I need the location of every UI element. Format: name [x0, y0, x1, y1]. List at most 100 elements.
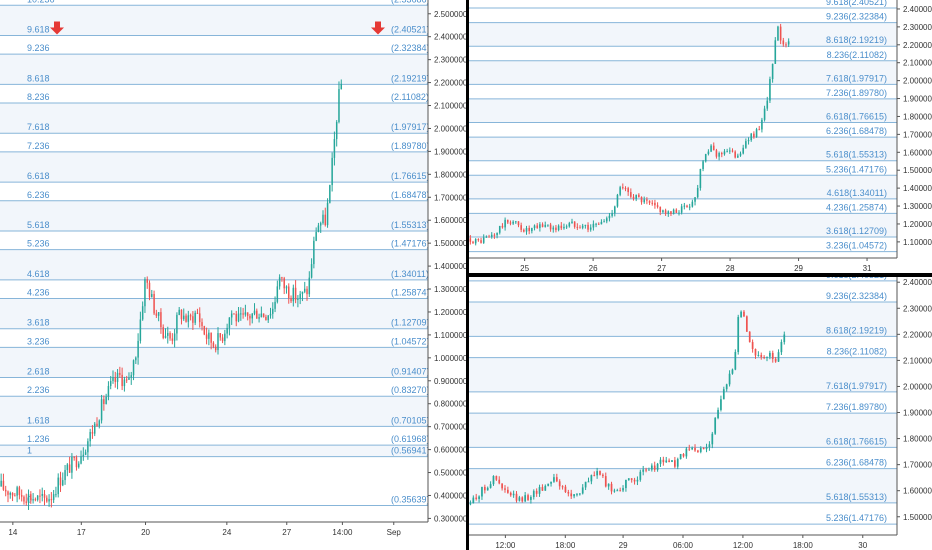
candle-body — [80, 456, 82, 464]
candle-body — [754, 348, 757, 356]
candle-body — [50, 499, 53, 501]
y-tick-label: 1.100000 — [434, 331, 466, 340]
x-tick-label: 18:00 — [555, 541, 576, 550]
candle-body — [171, 338, 174, 341]
candle-body — [125, 379, 128, 381]
candle-body — [578, 493, 581, 495]
candle-body — [753, 133, 755, 138]
candle-body — [162, 327, 164, 338]
candle-body — [256, 310, 258, 319]
bottom-right-chart: 5.236(1.47176) 5.618(1.55313) 6.236(1.6847… — [469, 277, 932, 550]
candle-body — [509, 492, 512, 496]
x-tick-label: 31 — [863, 264, 872, 273]
fib-ratio-label: 8.236 — [27, 92, 50, 102]
fib-level-label: 9.236(2.32384) — [826, 291, 887, 301]
candle-body — [7, 491, 9, 495]
fib-level-label: 8.236(2.11082) — [827, 347, 887, 357]
candle-body — [715, 150, 718, 157]
y-tick-label: 1.500000 — [434, 239, 466, 248]
candle-body — [509, 222, 512, 224]
candle-body — [73, 456, 75, 458]
candle-body — [18, 487, 21, 496]
candle-body — [769, 79, 771, 101]
candle-body — [558, 481, 561, 487]
candle-body — [699, 169, 702, 188]
fib-value-label: (1.68478) — [391, 190, 430, 200]
candle-body — [141, 306, 144, 320]
candle-body — [480, 240, 482, 243]
candle-body — [249, 315, 251, 319]
candle-body — [702, 161, 704, 170]
candle-body — [651, 202, 654, 204]
candle-body — [82, 454, 85, 457]
y-tick-label: 2.10000 — [903, 59, 932, 68]
bottom-right-chart-panel: 5.236(1.47176) 5.618(1.55313) 6.236(1.6847… — [469, 277, 932, 550]
candle-body — [310, 264, 313, 278]
candle-body — [688, 206, 691, 208]
candle-body — [702, 448, 705, 450]
candle-body — [189, 315, 192, 317]
candle-body — [23, 496, 25, 502]
candle-body — [541, 224, 544, 227]
candle-body — [722, 389, 725, 400]
candle-body — [116, 372, 119, 382]
candle-body — [326, 202, 329, 226]
candle-body — [98, 420, 101, 427]
vertical-divider — [466, 0, 469, 550]
x-tick-label: 26 — [589, 264, 598, 273]
candle-body — [678, 212, 680, 214]
y-tick-label: 1.900000 — [434, 147, 466, 156]
candle-body — [584, 224, 587, 226]
candle-body — [187, 315, 190, 322]
candle-body — [650, 465, 653, 470]
candle-body — [633, 479, 636, 482]
fib-level-label: 8.618(2.19219) — [826, 325, 887, 335]
candle-body — [265, 316, 267, 321]
y-tick-label: 2.00000 — [903, 77, 932, 86]
candle-body — [71, 456, 73, 473]
candle-body — [521, 497, 524, 502]
candle-body — [68, 464, 71, 473]
fib-value-label: (1.04572) — [391, 336, 430, 346]
candle-body — [683, 205, 686, 207]
candle-body — [600, 221, 603, 225]
fib-band — [469, 413, 897, 448]
candle-body — [144, 279, 146, 307]
candle-body — [714, 418, 717, 434]
candle-body — [622, 488, 624, 491]
y-tick-label: 1.60000 — [903, 487, 932, 496]
candle-body — [597, 223, 600, 225]
candle-body — [219, 333, 222, 338]
candle-body — [619, 490, 622, 492]
candle-body — [55, 494, 57, 496]
candle-body — [16, 487, 18, 496]
candle-body — [779, 26, 782, 41]
fib-level-label: 4.618(1.34011) — [827, 188, 887, 198]
y-tick-label: 2.200000 — [434, 79, 466, 88]
candle-body — [688, 448, 691, 450]
candle-body — [579, 227, 581, 229]
candle-body — [694, 197, 696, 202]
candle-body — [691, 201, 694, 207]
candle-body — [576, 226, 579, 228]
candle-body — [292, 287, 295, 302]
y-tick-label: 0.400000 — [434, 491, 466, 500]
candle-body — [538, 487, 541, 494]
fib-level-label: 5.618(1.55313) — [826, 150, 887, 160]
candle-body — [237, 313, 240, 322]
y-tick-label: 1.300000 — [434, 285, 466, 294]
candle-body — [501, 225, 504, 228]
candle-body — [679, 454, 682, 460]
candle-body — [203, 326, 206, 335]
candle-body — [737, 155, 739, 158]
candle-body — [723, 151, 726, 155]
fib-level-label: 7.236(1.89780) — [826, 402, 887, 412]
candle-body — [84, 452, 87, 455]
y-axis-bg — [897, 277, 932, 550]
candle-body — [178, 309, 180, 315]
fib-band — [469, 137, 897, 161]
candle-body — [622, 187, 624, 189]
candle-body — [41, 493, 43, 496]
candle-body — [671, 460, 673, 462]
y-tick-label: 0.800000 — [434, 400, 466, 409]
